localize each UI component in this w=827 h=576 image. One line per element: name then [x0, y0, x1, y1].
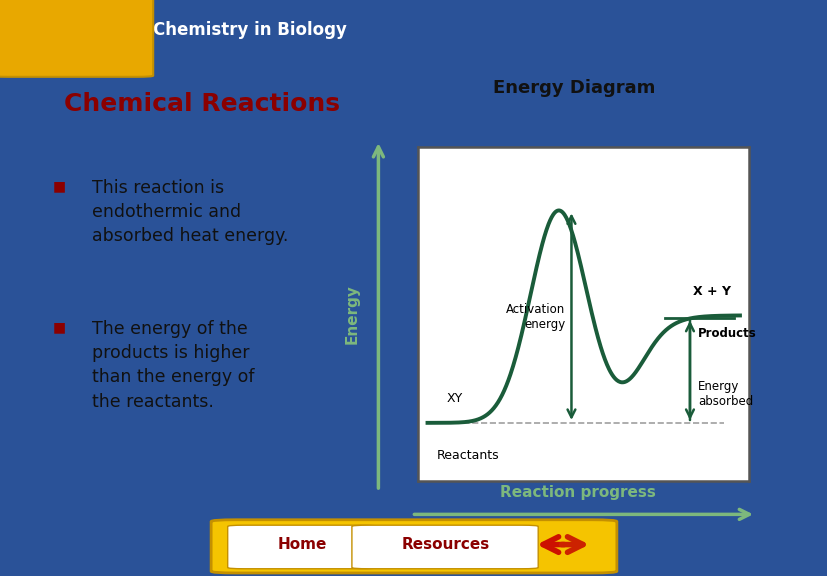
Text: Energy
absorbed: Energy absorbed: [697, 380, 752, 408]
Text: Energy: Energy: [344, 284, 359, 344]
Text: Home: Home: [277, 537, 327, 552]
Text: Chemical Reactions: Chemical Reactions: [65, 92, 340, 116]
Text: This reaction is
endothermic and
absorbed heat energy.: This reaction is endothermic and absorbe…: [92, 179, 288, 245]
Text: Reactants: Reactants: [437, 449, 499, 462]
Text: X + Y: X + Y: [692, 285, 730, 298]
Text: Energy Diagram: Energy Diagram: [492, 79, 655, 97]
FancyBboxPatch shape: [351, 525, 538, 569]
FancyBboxPatch shape: [227, 525, 376, 569]
Text: Products: Products: [697, 327, 756, 340]
Text: Chemistry in Biology: Chemistry in Biology: [153, 21, 347, 39]
Text: ■: ■: [52, 179, 65, 193]
Text: The energy of the
products is higher
than the energy of
the reactants.: The energy of the products is higher tha…: [92, 320, 254, 411]
Text: XY: XY: [446, 392, 462, 406]
Text: Reaction progress: Reaction progress: [500, 485, 655, 501]
Text: ■: ■: [52, 320, 65, 334]
Text: Section 2: Section 2: [25, 21, 119, 39]
Text: Resources: Resources: [401, 537, 489, 552]
FancyBboxPatch shape: [0, 0, 153, 77]
FancyBboxPatch shape: [211, 520, 616, 573]
Text: Activation
energy: Activation energy: [505, 302, 565, 331]
